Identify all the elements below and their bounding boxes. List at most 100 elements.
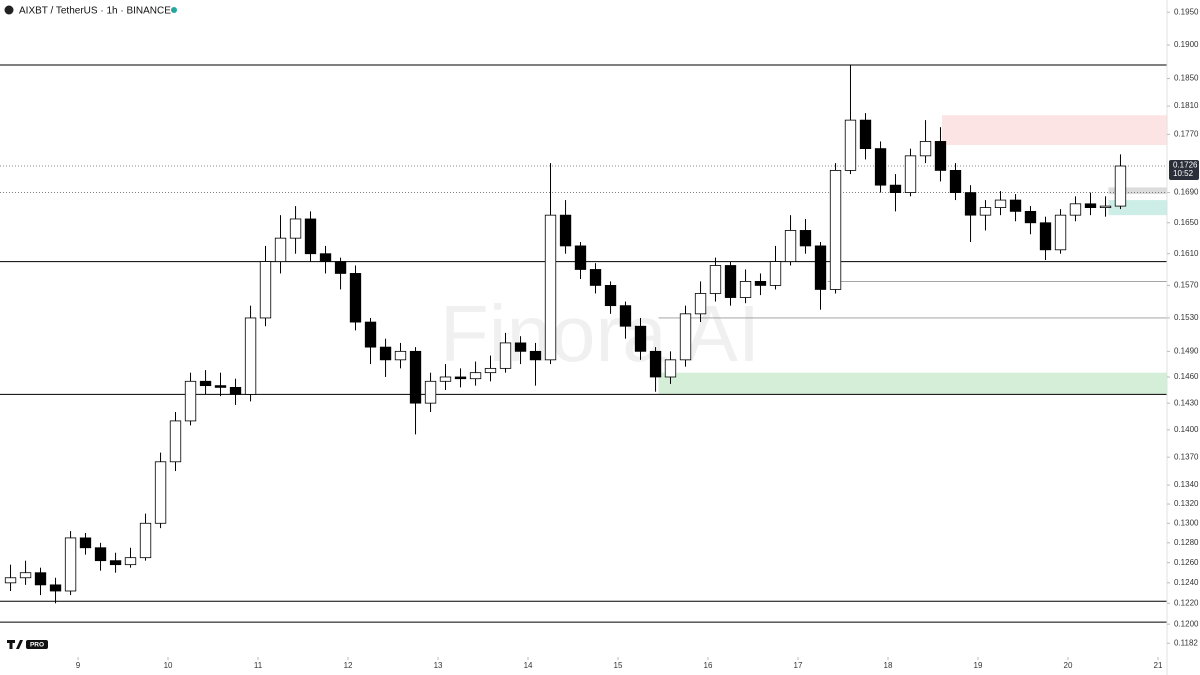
- y-tick-label: 0.1300: [1174, 518, 1199, 527]
- y-tick-label: 0.1770: [1174, 129, 1199, 138]
- x-tick-label: 10: [164, 661, 173, 670]
- candle-body: [184, 380, 197, 422]
- zone: [658, 372, 1167, 395]
- candle-body: [154, 461, 167, 524]
- candle-body: [649, 350, 662, 378]
- x-tick-label: 9: [76, 661, 81, 670]
- symbol-title: AIXBT / TetherUS · 1h · BINANCE: [19, 6, 171, 17]
- x-tick-label: 21: [1154, 661, 1163, 670]
- candle-body: [49, 584, 62, 592]
- logo-text: PRO: [30, 642, 44, 649]
- candle-body: [529, 350, 542, 361]
- candle-body: [319, 253, 332, 262]
- x-tick-label: 18: [884, 661, 893, 670]
- x-tick-label: 14: [524, 661, 533, 670]
- candle-body: [724, 265, 737, 298]
- candle-body: [1024, 210, 1037, 224]
- y-tick-label: 0.1340: [1174, 480, 1199, 489]
- x-tick-label: 13: [434, 661, 443, 670]
- x-tick-label: 12: [344, 661, 353, 670]
- candle-body: [64, 537, 77, 592]
- candle-body: [949, 170, 962, 193]
- last-price-box: [1169, 160, 1199, 181]
- candle-body: [619, 305, 632, 327]
- candle-body: [664, 359, 677, 378]
- candle-body: [679, 313, 692, 361]
- candle-body: [409, 350, 422, 404]
- last-price-label: 0.1726: [1173, 161, 1198, 170]
- status-dot: [171, 7, 177, 13]
- candle-body: [934, 141, 947, 171]
- candle-body: [754, 281, 767, 286]
- y-tick-label: 0.1182: [1174, 638, 1198, 647]
- countdown-label: 10:52: [1173, 169, 1194, 178]
- candle-body: [514, 342, 527, 352]
- candle-body: [919, 141, 932, 157]
- y-tick-label: 0.1490: [1174, 346, 1199, 355]
- watermark: Finora AI: [440, 289, 760, 378]
- x-tick-label: 16: [704, 661, 713, 670]
- zone: [1108, 187, 1167, 195]
- candle-body: [1054, 214, 1067, 251]
- y-tick-label: 0.1810: [1174, 101, 1199, 110]
- candle-body: [574, 245, 587, 270]
- candle-body: [559, 214, 572, 247]
- y-tick-label: 0.1950: [1174, 7, 1199, 16]
- candle-body: [634, 325, 647, 352]
- candle-body: [379, 346, 392, 361]
- candle-body: [394, 350, 407, 361]
- y-tick-label: 0.1850: [1174, 74, 1199, 83]
- candle-body: [109, 560, 122, 566]
- candle-body: [4, 577, 17, 584]
- candle-body: [784, 230, 797, 262]
- candle-body: [244, 317, 257, 395]
- y-tick-label: 0.1570: [1174, 281, 1199, 290]
- candle-body: [229, 386, 242, 395]
- x-tick-label: 17: [794, 661, 803, 670]
- candle-body: [19, 572, 32, 579]
- y-tick-label: 0.1320: [1174, 499, 1199, 508]
- candle-body: [1084, 203, 1097, 208]
- candle-body: [199, 380, 212, 387]
- y-tick-label: 0.1530: [1174, 313, 1199, 322]
- candle-body: [979, 207, 992, 216]
- y-tick-label: 0.1280: [1174, 538, 1199, 547]
- candle-body: [34, 572, 47, 586]
- candle-body: [439, 376, 452, 382]
- candle-body: [79, 537, 92, 549]
- candle-body: [1114, 165, 1127, 207]
- y-tick-label: 0.1460: [1174, 372, 1199, 381]
- candle-body: [349, 273, 362, 323]
- candle-body: [139, 522, 152, 559]
- tv-logo: PRO: [7, 640, 48, 649]
- candle-body: [1039, 222, 1052, 251]
- x-tick-label: 15: [614, 661, 623, 670]
- candle-body: [1009, 199, 1022, 212]
- candle-body: [124, 557, 137, 566]
- candle-body: [844, 119, 857, 171]
- candle-body: [904, 155, 917, 193]
- candle-body: [289, 218, 302, 239]
- candle-body: [889, 184, 902, 193]
- y-tick-label: 0.1650: [1174, 218, 1199, 227]
- candle-body: [874, 148, 887, 186]
- candle-body: [334, 261, 347, 274]
- candle-body: [454, 376, 467, 380]
- x-tick-label: 11: [254, 661, 263, 670]
- candle-body: [829, 170, 842, 290]
- plot-area: [0, 64, 1167, 623]
- y-tick-label: 0.1690: [1174, 188, 1199, 197]
- y-tick-label: 0.1370: [1174, 452, 1199, 461]
- candle-body: [859, 119, 872, 150]
- candle-body: [364, 321, 377, 348]
- y-tick-label: 0.1260: [1174, 558, 1199, 567]
- y-tick-label: 0.1610: [1174, 249, 1199, 258]
- x-tick-label: 19: [974, 661, 983, 670]
- candle-body: [94, 547, 107, 562]
- candle-body: [424, 380, 437, 404]
- y-tick-label: 0.1400: [1174, 425, 1199, 434]
- candle-body: [1099, 205, 1112, 208]
- candle-body: [469, 372, 482, 380]
